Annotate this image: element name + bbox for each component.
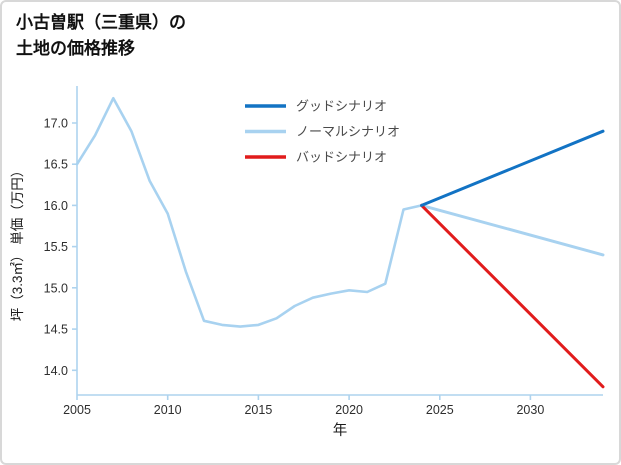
y-tick-label: 14.5 bbox=[44, 323, 68, 337]
y-tick-label: 15.5 bbox=[44, 240, 68, 254]
x-tick-label: 2015 bbox=[244, 403, 272, 417]
x-tick-label: 2005 bbox=[63, 403, 91, 417]
y-tick-label: 16.5 bbox=[44, 158, 68, 172]
x-axis-label: 年 bbox=[333, 422, 348, 439]
y-tick-label: 17.0 bbox=[44, 117, 68, 131]
legend-label-2: バッドシナリオ bbox=[296, 150, 387, 165]
y-axis-label: 坪（3.3㎡） 単価（万円） bbox=[10, 164, 25, 322]
chart-title-line2: 土地の価格推移 bbox=[16, 39, 135, 59]
x-tick-label: 2010 bbox=[154, 403, 182, 417]
chart-title-line1: 小古曽駅（三重県）の bbox=[16, 13, 186, 32]
chart-title: 小古曽駅（三重県）の 土地の価格推移 bbox=[16, 10, 186, 63]
y-tick-label: 15.0 bbox=[44, 281, 68, 295]
x-tick-label: 2025 bbox=[426, 403, 454, 417]
series-historical bbox=[75, 96, 423, 328]
y-tick-label: 16.0 bbox=[44, 199, 68, 213]
x-tick-label: 2030 bbox=[516, 403, 544, 417]
x-tick-label: 2020 bbox=[335, 403, 363, 417]
legend-label-1: ノーマルシナリオ bbox=[296, 124, 400, 139]
series-good-scenario bbox=[420, 129, 605, 207]
legend-label-0: グッドシナリオ bbox=[296, 99, 387, 114]
series-normal-scenario bbox=[420, 203, 605, 257]
y-tick-label: 14.0 bbox=[44, 364, 68, 378]
series-bad-scenario bbox=[420, 203, 605, 389]
